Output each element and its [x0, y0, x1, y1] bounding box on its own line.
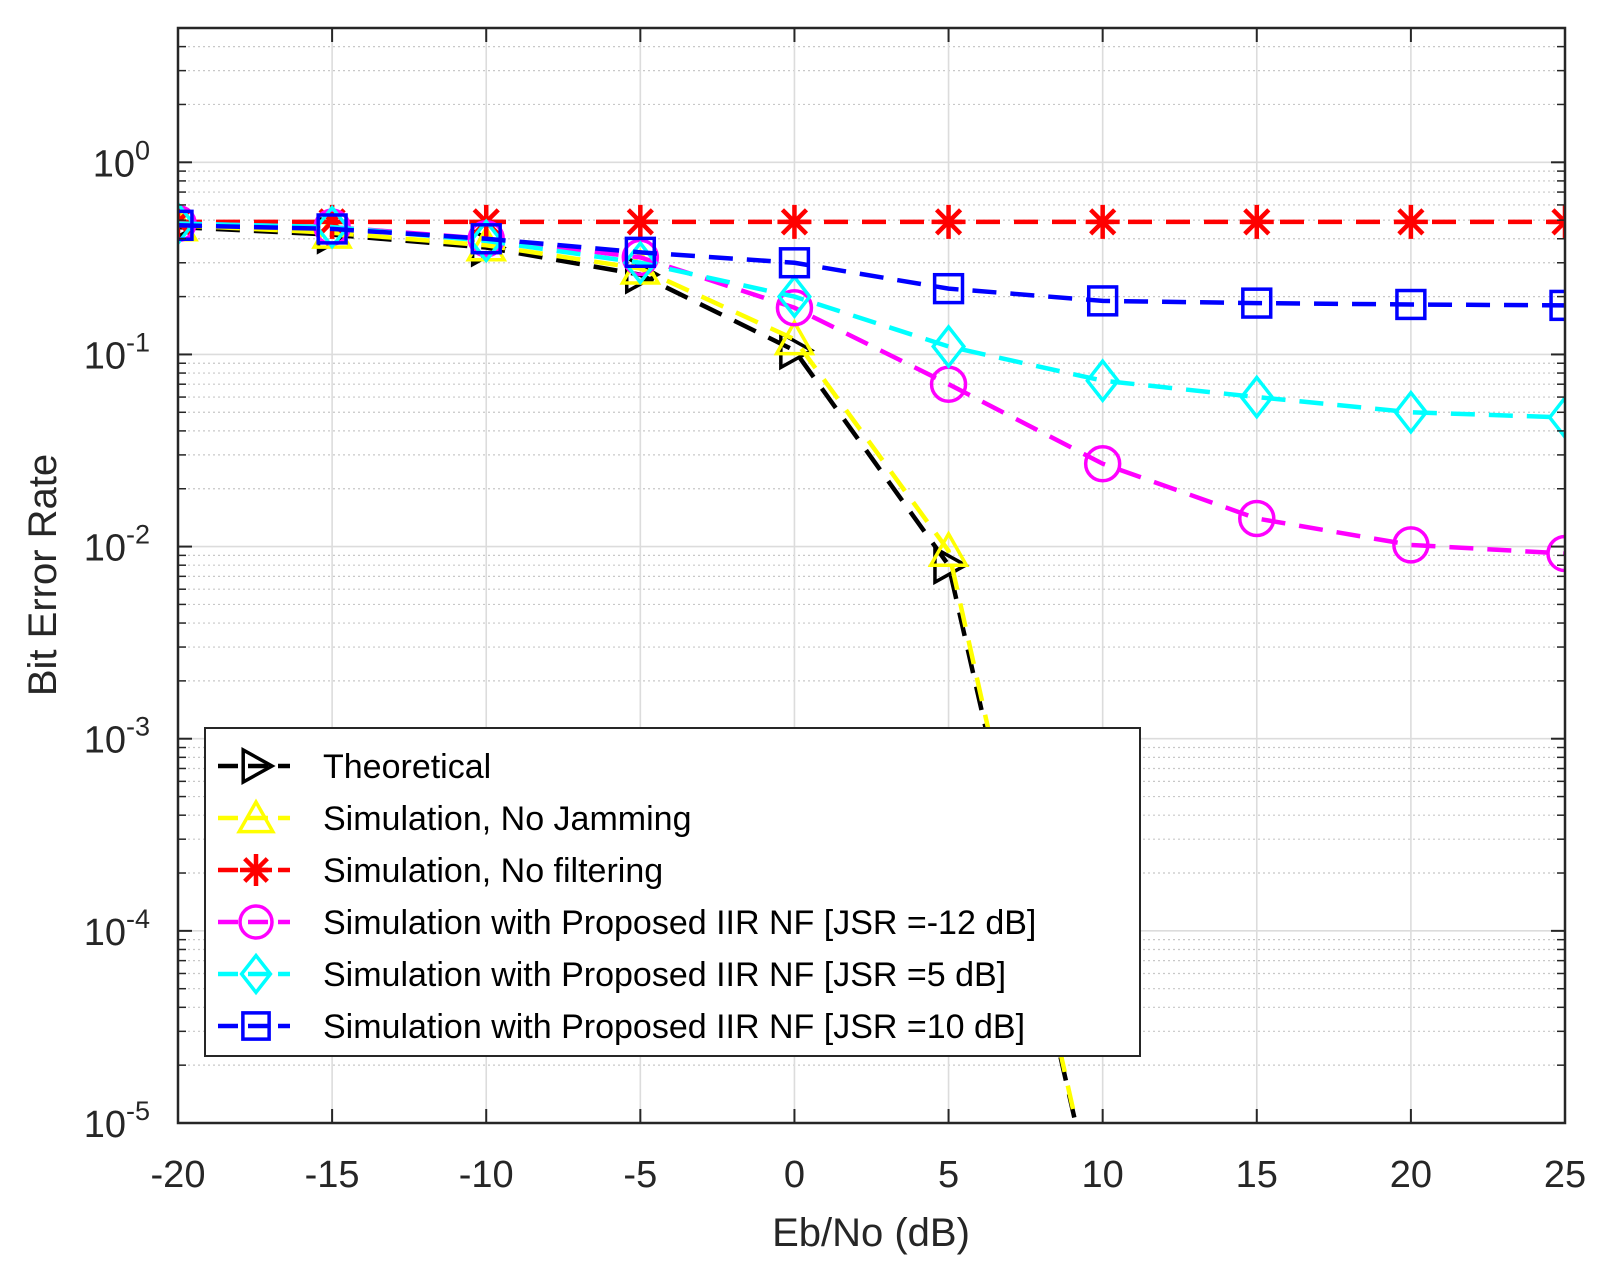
- x-tick-label: 0: [784, 1154, 805, 1196]
- y-axis-label: Bit Error Rate: [21, 454, 65, 696]
- data-point: [931, 204, 966, 239]
- data-point: [773, 318, 816, 356]
- y-tick-base: 10: [84, 335, 126, 377]
- x-tick-label: 15: [1236, 1154, 1278, 1196]
- legend-marker: [240, 854, 272, 886]
- x-tick-label: 25: [1544, 1154, 1586, 1196]
- legend-label: Theoretical: [323, 748, 491, 786]
- legend-label: Simulation with Proposed IIR NF [JSR =10…: [323, 1008, 1025, 1046]
- x-tick-label: -10: [459, 1154, 514, 1196]
- data-point: [777, 204, 812, 239]
- y-tick-label: 10-4: [84, 904, 150, 954]
- data-point: [932, 272, 965, 305]
- legend-entry: Simulation with Proposed IIR NF [JSR =-1…: [218, 904, 1036, 942]
- data-point: [315, 204, 350, 239]
- legend-entry: Simulation with Proposed IIR NF [JSR =5 …: [218, 952, 1006, 996]
- data-point: [316, 213, 348, 245]
- data-point: [470, 223, 502, 255]
- axis-ticks: [177, 28, 1566, 1124]
- x-tick-label: 5: [938, 1154, 959, 1196]
- data-point: [1392, 526, 1430, 564]
- x-tick-label: -5: [623, 1154, 657, 1196]
- legend-entry: Theoretical: [218, 747, 491, 786]
- y-tick-exponent: -2: [126, 520, 150, 550]
- data-point: [927, 530, 970, 568]
- series-simulation-no-filtering: [178, 204, 1565, 239]
- data-point: [779, 330, 816, 371]
- data-point: [775, 288, 814, 327]
- data-point: [1241, 287, 1273, 319]
- y-tick-exponent: -4: [126, 904, 150, 934]
- y-tick-base: 10: [84, 1104, 126, 1146]
- legend-marker: [236, 798, 276, 834]
- legend-marker: [241, 747, 276, 785]
- legend-entry: Simulation, No filtering: [218, 852, 663, 890]
- y-tick-label: 10-3: [84, 712, 150, 762]
- legend-box: [204, 727, 1141, 1057]
- y-tick-exponent: -5: [126, 1096, 150, 1126]
- legend-label: Simulation, No filtering: [323, 852, 663, 890]
- x-tick-label: -15: [305, 1154, 360, 1196]
- data-point: [776, 274, 812, 319]
- plot-frame: [176, 26, 1567, 1125]
- data-point: [1546, 534, 1565, 573]
- legend-entry: Simulation, No Jamming: [218, 798, 691, 838]
- y-tick-base: 10: [93, 143, 135, 185]
- legend-marker: [238, 904, 274, 940]
- data-point: [624, 236, 657, 269]
- series-line: [178, 223, 1565, 308]
- data-point: [622, 240, 658, 286]
- y-tick-exponent: -3: [126, 712, 150, 742]
- legend-marker: [239, 952, 273, 996]
- legend: Theoretical Simulation, No Jamming Simulat…: [204, 727, 1141, 1057]
- data-point: [468, 218, 504, 264]
- x-tick-label: -20: [151, 1154, 206, 1196]
- x-tick-label: 10: [1082, 1154, 1124, 1196]
- data-point: [1239, 204, 1274, 239]
- data-point: [314, 204, 350, 250]
- y-tick-exponent: -1: [126, 327, 150, 357]
- data-point: [178, 201, 196, 246]
- y-tick-label: 10-5: [84, 1096, 150, 1146]
- x-tick-label: 20: [1390, 1154, 1432, 1196]
- data-point: [623, 204, 658, 239]
- data-point: [1393, 389, 1429, 435]
- legend-label: Simulation with Proposed IIR NF [JSR =-1…: [323, 904, 1036, 942]
- data-point: [1393, 204, 1428, 239]
- legend-entry: Simulation with Proposed IIR NF [JSR =10…: [218, 1008, 1025, 1046]
- legend-entries: Theoretical Simulation, No Jamming Simulat…: [218, 747, 1036, 1046]
- data-point: [1238, 499, 1276, 538]
- series-layer: [178, 201, 1565, 1123]
- y-tick-label: 100: [93, 135, 150, 185]
- data-point: [1085, 204, 1120, 239]
- data-point: [931, 324, 967, 369]
- legend-label: Simulation, No Jamming: [323, 800, 691, 838]
- y-tick-base: 10: [84, 912, 126, 954]
- x-axis-label: Eb/No (dB): [772, 1211, 970, 1255]
- data-point: [1549, 289, 1565, 322]
- data-point: [178, 209, 194, 241]
- series-simulation-with-proposed-iir-nf-jsr-10-db: [178, 209, 1565, 322]
- data-point: [1083, 444, 1122, 483]
- data-point: [1395, 288, 1427, 321]
- data-point: [1547, 395, 1565, 440]
- y-tick-base: 10: [84, 528, 126, 570]
- y-tick-exponent: 0: [135, 135, 150, 165]
- data-point: [778, 247, 811, 279]
- y-tick-label: 10-1: [84, 327, 150, 377]
- y-tick-label: 10-2: [84, 520, 150, 570]
- x-tick-labels: -20 -15 -10 -5 0 5 10 15 20 25: [151, 1154, 1587, 1196]
- legend-label: Simulation with Proposed IIR NF [JSR =5 …: [323, 956, 1006, 994]
- legend-marker: [241, 1011, 271, 1041]
- data-point: [1086, 285, 1119, 317]
- data-point: [1085, 358, 1121, 404]
- data-point: [1239, 374, 1275, 420]
- y-tick-base: 10: [84, 720, 126, 762]
